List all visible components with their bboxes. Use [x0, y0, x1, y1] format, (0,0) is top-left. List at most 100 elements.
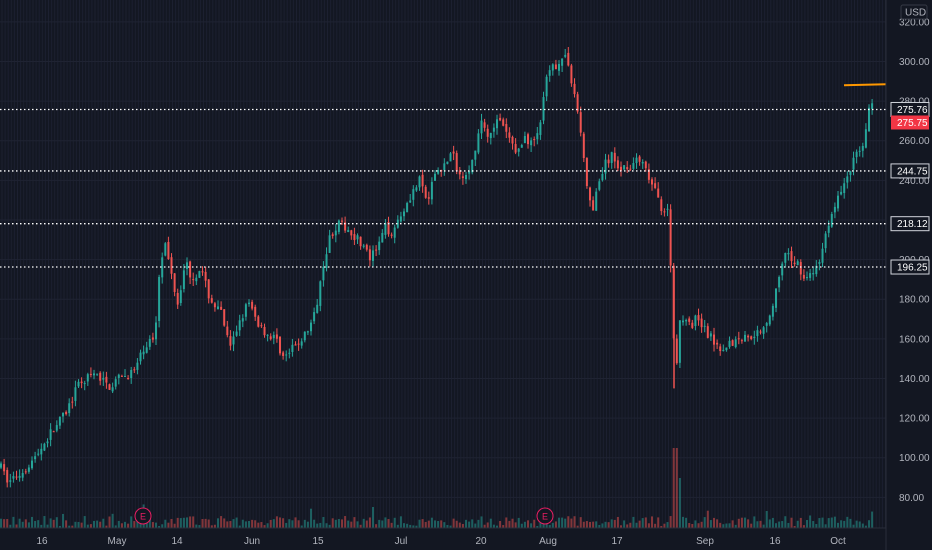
candle-body: [458, 170, 461, 175]
volume-bar: [570, 518, 573, 528]
volume-bar: [279, 517, 281, 528]
candle-body: [207, 279, 210, 299]
volume-bar: [182, 517, 185, 528]
candle-body: [210, 298, 213, 303]
candle-body: [688, 318, 691, 322]
volume-bar: [74, 521, 77, 528]
volume-bar: [124, 521, 126, 528]
candle-body: [418, 176, 421, 188]
volume-bar: [644, 517, 647, 528]
volume-bar: [372, 506, 374, 528]
volume-bar: [291, 520, 294, 528]
volume-bar: [775, 523, 777, 528]
candle-body: [455, 153, 458, 171]
volume-bar: [790, 517, 793, 528]
candle-body: [502, 119, 505, 126]
candle-body: [356, 235, 359, 240]
volume-bar: [127, 523, 130, 528]
candle-body: [620, 166, 622, 171]
y-tick-label: 320.00: [899, 17, 930, 28]
candle-body: [657, 188, 660, 198]
volume-bar: [480, 516, 483, 528]
candle-body: [186, 262, 188, 269]
volume-bar: [275, 516, 278, 528]
volume-bar: [486, 522, 489, 528]
volume-bar: [272, 519, 275, 528]
candle-body: [511, 136, 514, 144]
last-price-tag: [891, 115, 929, 130]
candle-body: [300, 341, 303, 346]
candle-body: [176, 292, 179, 305]
candle-body: [396, 219, 399, 228]
candle-body: [18, 475, 21, 478]
candle-body: [486, 128, 489, 137]
candle-body: [585, 157, 588, 187]
x-tick-label: Jun: [244, 536, 260, 547]
candle-body: [99, 372, 102, 381]
candle-body: [179, 290, 182, 303]
price-axis[interactable]: 80.00100.00120.00140.00160.00180.00200.0…: [885, 0, 932, 550]
volume-bar: [793, 525, 796, 528]
candle-body: [266, 334, 269, 336]
candle-body: [310, 322, 312, 332]
volume-bar: [406, 523, 409, 528]
candle-body: [573, 83, 576, 95]
candle-body: [508, 132, 511, 138]
volume-bar: [641, 518, 644, 528]
candle-body: [533, 139, 536, 141]
candle-body: [46, 441, 49, 444]
volume-bar: [471, 519, 474, 528]
candle-body: [616, 160, 619, 169]
volume-bar: [86, 524, 89, 528]
candle-body: [34, 456, 37, 460]
level-tag-box: [890, 163, 930, 179]
candle-body: [288, 352, 291, 354]
candle-body: [682, 320, 684, 323]
candle-body: [424, 186, 427, 198]
candle-body: [812, 273, 815, 275]
volume-bar: [6, 519, 9, 528]
earnings-marker: E: [134, 507, 152, 525]
candle-body: [77, 381, 80, 387]
volume-bar: [567, 516, 570, 528]
volume-bar: [241, 519, 244, 528]
volume-bar: [623, 520, 626, 528]
candle-body: [415, 187, 418, 191]
candle-body: [213, 303, 216, 308]
volume-bar: [337, 519, 340, 528]
candle-body: [223, 309, 226, 326]
volume-bar: [700, 521, 703, 528]
volume-bar: [734, 524, 737, 528]
candle-body: [446, 161, 449, 164]
volume-bar: [688, 523, 691, 528]
volume-bar: [334, 519, 337, 528]
volume-bar: [731, 520, 734, 528]
volume-bar: [458, 522, 461, 528]
candle-body: [731, 340, 734, 346]
candle-body: [514, 144, 517, 153]
volume-bar: [632, 516, 635, 528]
volume-bar: [607, 522, 610, 528]
volume-bar: [489, 518, 492, 528]
time-axis[interactable]: 16 May 14 Jun 15 Jul 20 Aug 17 Sep 16 Oct: [0, 527, 886, 547]
volume-bar: [864, 525, 867, 528]
candle-body: [716, 342, 719, 345]
y-tick-label: 100.00: [899, 453, 930, 464]
volume-bar: [12, 516, 15, 528]
volume-bar: [579, 517, 582, 528]
candle-body: [626, 167, 629, 170]
volume-bar: [77, 521, 80, 528]
volume-bar: [120, 523, 123, 528]
candle-body: [127, 377, 130, 380]
x-tick-label: 17: [611, 536, 623, 547]
volume-bar: [217, 518, 219, 528]
candle-body: [291, 344, 294, 352]
volume-bar: [806, 520, 808, 528]
candle-body: [337, 220, 340, 232]
candle-body: [775, 288, 777, 308]
candle-body: [778, 276, 781, 288]
volume-bar: [130, 516, 133, 528]
candle-body: [229, 336, 232, 346]
